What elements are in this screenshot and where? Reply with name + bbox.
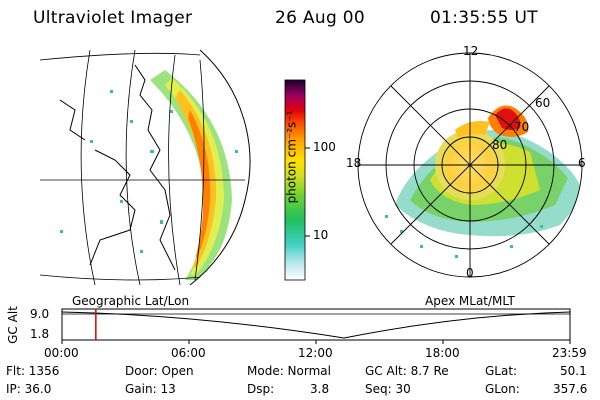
colorbar-tick-100: 100 [313, 140, 336, 154]
xtick-2359: 23:59 [552, 346, 587, 360]
left-panel-caption: Geographic Lat/Lon [72, 294, 190, 308]
date-label: 26 Aug 00 [275, 8, 365, 28]
info-dsp-label: Dsp: [247, 382, 275, 396]
mlt-label-18: 18 [346, 156, 362, 170]
polar-plot [357, 52, 583, 278]
info-seq: Seq: 30 [365, 382, 411, 396]
mlt-label-6: 6 [578, 156, 586, 170]
mlt-label-0: 0 [466, 266, 474, 280]
info-flt: Flt: 1356 [6, 364, 60, 378]
info-glat-value: 50.1 [560, 364, 587, 378]
colorbar-unit-label: photon cm⁻²s⁻¹ [284, 110, 299, 204]
colorbar [284, 79, 306, 281]
info-mode: Mode: Normal [247, 364, 331, 378]
xtick-1200: 12:00 [298, 346, 333, 360]
info-glon-value: 357.6 [553, 382, 588, 396]
time-label: 01:35:55 UT [430, 8, 538, 28]
xtick-0000: 00:00 [44, 346, 79, 360]
info-glat-label: GLat: [485, 364, 518, 378]
instrument-title: Ultraviolet Imager [33, 8, 193, 28]
altitude-ytick-min: 1.8 [30, 327, 50, 341]
xtick-1800: 18:00 [425, 346, 460, 360]
info-glon-label: GLon: [485, 382, 520, 396]
info-ip: IP: 36.0 [6, 382, 52, 396]
mlt-label-12: 12 [463, 44, 479, 58]
mlat-label-60: 60 [535, 96, 551, 110]
altitude-ytick-max: 9.0 [30, 307, 50, 321]
info-dsp-value: 3.8 [310, 382, 330, 396]
altitude-ylabel: GC Alt [5, 306, 20, 344]
xtick-0600: 06:00 [171, 346, 206, 360]
info-door: Door: Open [125, 364, 194, 378]
info-gc-alt: GC Alt: 8.7 Re [365, 364, 449, 378]
mlat-label-70: 70 [514, 120, 530, 134]
mlat-label-80: 80 [492, 138, 508, 152]
info-gain: Gain: 13 [125, 382, 176, 396]
altitude-plot [61, 308, 571, 344]
colorbar-tick-10: 10 [313, 228, 329, 242]
right-panel-caption: Apex MLat/MLT [425, 294, 515, 308]
geographic-map [40, 50, 245, 285]
